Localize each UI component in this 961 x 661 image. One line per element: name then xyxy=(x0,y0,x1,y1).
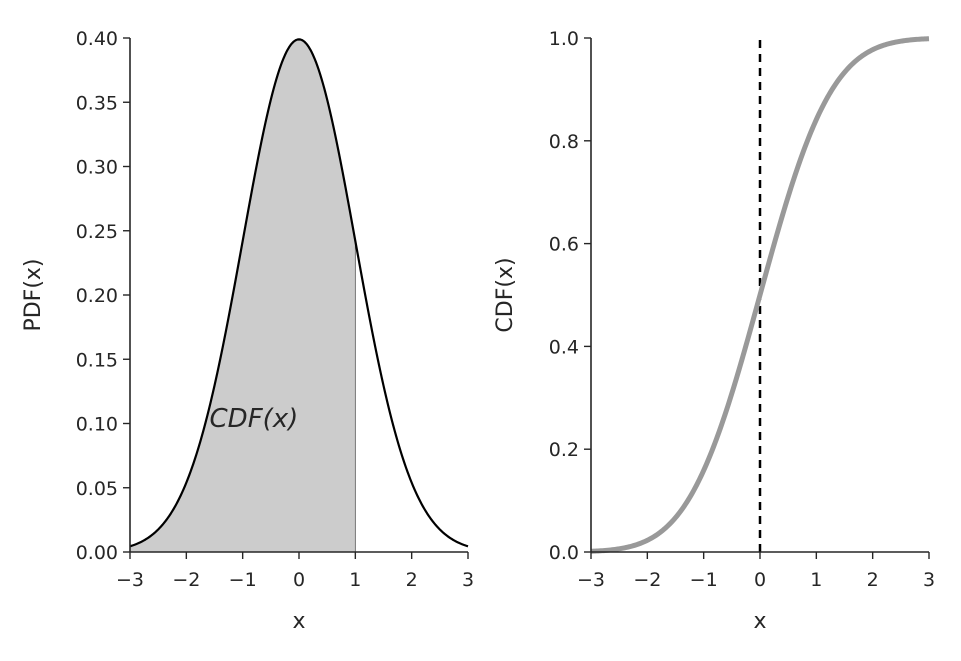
x-tick-label: 2 xyxy=(867,569,879,591)
shaded-area xyxy=(130,39,356,553)
y-tick-label: 0.0 xyxy=(549,542,579,564)
cdf-curve xyxy=(589,36,931,554)
x-tick-label: 0 xyxy=(293,569,305,591)
y-tick-label: 1.0 xyxy=(549,28,579,50)
y-tick-label: 0.15 xyxy=(76,349,118,371)
y-tick-label: 0.4 xyxy=(549,336,579,358)
x-tick-label: −3 xyxy=(116,569,144,591)
y-axis-label: PDF(x) xyxy=(21,258,46,331)
x-tick-label: −1 xyxy=(229,569,257,591)
cdf-annotation: CDF(x) xyxy=(210,404,299,434)
cdf-panel: −3 −2 −1 0 1 2 3 0.0 0.2 0.4 0.6 0.8 1.0 x CDF(x) xyxy=(493,28,935,634)
y-axis-label: CDF(x) xyxy=(493,257,518,332)
y-tick-label: 0.2 xyxy=(549,439,579,461)
y-tick-label: 0.8 xyxy=(549,131,579,153)
y-tick-label: 0.20 xyxy=(76,285,118,307)
y-tick-label: 0.30 xyxy=(76,157,118,179)
pdf-panel: −3 −2 −1 0 1 2 3 0.00 0.05 0.10 0.15 0.20 0.25 0.30 0.… xyxy=(21,28,474,634)
x-tick-label: −2 xyxy=(633,569,661,591)
y-tick-label: 0.00 xyxy=(76,542,118,564)
x-tick-label: 0 xyxy=(754,569,766,591)
x-axis-label: x xyxy=(753,609,766,634)
x-tick-label: 1 xyxy=(810,569,822,591)
x-tick-label: 2 xyxy=(406,569,418,591)
y-tick-label: 0.25 xyxy=(76,221,118,243)
x-tick-label: 1 xyxy=(349,569,361,591)
pdf-curve xyxy=(129,38,469,548)
x-tick-label: −2 xyxy=(172,569,200,591)
x-tick-label: −1 xyxy=(690,569,718,591)
x-tick-label: 3 xyxy=(923,569,935,591)
x-axis-label: x xyxy=(292,609,305,634)
y-tick-label: 0.10 xyxy=(76,414,118,436)
x-tick-label: 3 xyxy=(462,569,474,591)
y-tick-label: 0.6 xyxy=(549,234,579,256)
y-tick-label: 0.40 xyxy=(76,28,118,50)
y-tick-label: 0.35 xyxy=(76,92,118,114)
y-tick-label: 0.05 xyxy=(76,478,118,500)
x-tick-label: −3 xyxy=(577,569,605,591)
